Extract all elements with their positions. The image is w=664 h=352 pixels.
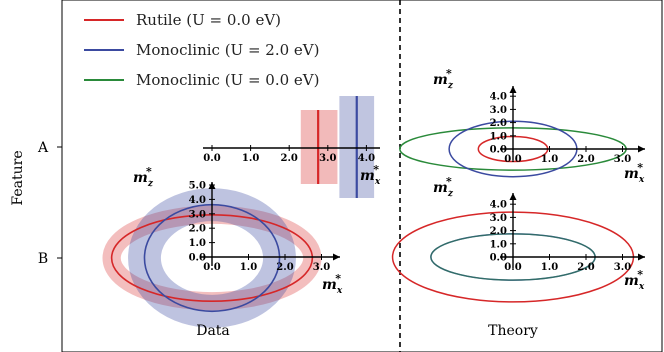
legend-label-mono-u2: Monoclinic (U = 2.0 eV) <box>136 41 320 59</box>
category-label-a: A <box>37 140 49 156</box>
z-tick-label: 2.0 <box>490 226 507 237</box>
legend: Rutile (U = 0.0 eV) Monoclinic (U = 2.0 … <box>84 11 320 89</box>
axes-theory-b: 0.01.02.03.0mx*0.01.02.03.04.0mz* <box>433 175 645 292</box>
category-label-b: B <box>38 251 48 267</box>
z-tick-label: 3.0 <box>189 209 206 220</box>
y-axis-label: Feature <box>10 150 26 205</box>
z-axis-label: mz* <box>433 67 454 91</box>
inset-axes: 0.0 1.0 2.0 3.0 4.0mx*0.0 1.0 2.0 3.0mx*0.01.02… <box>133 67 645 296</box>
z-tick-label: 4.0 <box>490 200 507 211</box>
x-tick-label: 2.0 <box>577 262 594 273</box>
axes-data-a: 0.0 1.0 2.0 3.0 4.0mx* <box>203 145 381 187</box>
z-axis-arrow <box>509 86 517 93</box>
x-tick-label: 0.0 <box>203 153 220 164</box>
x-tick-label: 3.0 <box>313 262 330 273</box>
x-tick-label: 1.0 <box>541 262 558 273</box>
z-tick-label: 3.0 <box>490 105 507 116</box>
z-tick-label: 2.0 <box>189 224 206 235</box>
z-axis-label: mz* <box>433 175 454 199</box>
x-tick-label: 0.0 <box>203 262 220 273</box>
z-tick-label: 1.0 <box>189 238 206 249</box>
x-axis-label: mx* <box>322 272 343 296</box>
x-tick-label: 1.0 <box>541 154 558 165</box>
x-tick-label: 1.0 <box>240 262 257 273</box>
z-tick-label: 3.0 <box>490 213 507 224</box>
x-tick-label: 2.0 <box>577 154 594 165</box>
plot-frame <box>61 0 663 352</box>
z-tick-label: 1.0 <box>490 239 507 250</box>
x-tick-label: 3.0 <box>614 262 631 273</box>
x-tick-label: 1.0 <box>242 153 259 164</box>
x-axis-arrow <box>638 253 645 261</box>
z-axis-label: mz* <box>133 165 154 189</box>
x-axis-arrow <box>638 145 645 153</box>
x-tick-label: 4.0 <box>358 153 375 164</box>
z-tick-label: 0.0 <box>490 145 507 156</box>
legend-label-rutile-u0: Rutile (U = 0.0 eV) <box>136 11 281 29</box>
z-tick-label: 5.0 <box>189 181 206 192</box>
z-tick-label: 4.0 <box>490 92 507 103</box>
panel-label-theory: Theory <box>488 323 538 339</box>
z-axis-arrow <box>509 193 517 200</box>
x-axis-label: mx* <box>360 163 381 187</box>
x-tick-label: 3.0 <box>614 154 631 165</box>
z-tick-label: 1.0 <box>490 131 507 142</box>
z-tick-label: 0.0 <box>189 253 206 264</box>
x-tick-label: 3.0 <box>319 153 336 164</box>
legend-label-mono-u0: Monoclinic (U = 0.0 eV) <box>136 71 320 89</box>
x-axis-label: mx* <box>624 268 645 292</box>
x-tick-label: 2.0 <box>280 153 297 164</box>
z-tick-label: 0.0 <box>490 253 507 264</box>
x-axis-arrow <box>333 253 340 261</box>
axes-data-b: 0.0 1.0 2.0 3.0mx*0.01.02.03.04.05.0mz* <box>133 165 343 296</box>
x-tick-label: 2.0 <box>276 262 293 273</box>
panel-label-data: Data <box>196 323 230 339</box>
z-tick-label: 2.0 <box>490 118 507 129</box>
axes-theory-a: 0.01.02.03.0mx*0.01.02.03.04.0mz* <box>433 67 645 185</box>
z-tick-label: 4.0 <box>189 195 206 206</box>
x-axis-label: mx* <box>624 161 645 185</box>
